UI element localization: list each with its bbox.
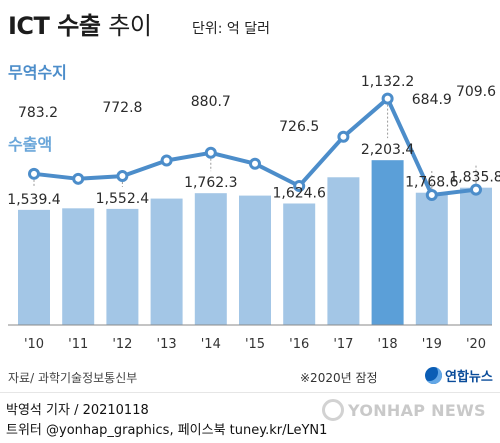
footer-divider (0, 392, 500, 393)
line-series-name: 무역수지 (8, 63, 67, 82)
line-value-label: 772.8 (102, 100, 142, 116)
bar (150, 198, 183, 325)
x-tick-label: '11 (68, 337, 88, 352)
unit-label: 단위: 억 달러 (192, 21, 271, 37)
bar (18, 209, 50, 325)
line-point (381, 92, 394, 105)
line-point (293, 180, 306, 193)
x-tick-label: '16 (289, 337, 309, 352)
x-tick-label: '14 (201, 337, 221, 352)
bar (283, 203, 316, 325)
line-value-label: 880.7 (191, 94, 231, 110)
x-tick-label: '13 (157, 337, 177, 352)
line-point (470, 183, 482, 196)
yonhap-logo: 연합뉴스 (425, 366, 493, 385)
line-value-label: 726.5 (279, 119, 319, 135)
provisional-note: ※2020년 잠정 (300, 371, 378, 385)
x-tick-label: '17 (333, 337, 353, 352)
x-tick-label: '20 (466, 337, 486, 352)
x-tick-label: '19 (422, 337, 442, 352)
line-point (72, 172, 85, 185)
chart-title-bold: ICT 수출 (8, 12, 101, 40)
x-tick-label: '15 (245, 337, 265, 352)
bar (327, 177, 360, 325)
watermark-logo-icon (322, 399, 344, 421)
yonhap-logo-text: 연합뉴스 (445, 370, 493, 385)
line-point (337, 130, 350, 143)
bar (194, 193, 227, 325)
byline: 박영석 기자 / 20210118 (6, 403, 149, 418)
bar-series-name: 수출액 (8, 135, 52, 154)
bar (460, 187, 492, 325)
line-point (249, 157, 261, 170)
chart-title-light: 추이 (108, 12, 152, 40)
watermark: YONHAP NEWS (322, 399, 486, 421)
watermark-text: YONHAP NEWS (348, 400, 486, 420)
line-point (116, 170, 129, 183)
bar (371, 160, 404, 325)
line-value-label: 783.2 (18, 105, 58, 121)
line-point (204, 146, 217, 159)
line-value-label: 709.6 (456, 84, 496, 100)
bar (415, 192, 448, 325)
x-tick-label: '12 (112, 337, 132, 352)
bar-value-label: 1,835.8 (449, 170, 500, 186)
line-point (28, 167, 40, 180)
bar-value-label: 1,624.6 (272, 185, 326, 201)
yonhap-logo-icon (425, 367, 442, 384)
bar (62, 208, 95, 325)
source-label: 자료/ 과학기술정보통신부 (8, 371, 138, 385)
line-value-label: 1,132.2 (361, 74, 414, 90)
bar (239, 195, 271, 325)
line-point (160, 154, 173, 167)
x-tick-label: '10 (24, 337, 44, 352)
bar-value-label: 2,203.4 (361, 142, 415, 158)
x-tick-label: '18 (378, 337, 398, 352)
bar-value-label: 1,539.4 (7, 192, 61, 208)
bar-value-label: 1,762.3 (184, 175, 237, 191)
chart-title: ICT 수출 추이 (8, 6, 152, 41)
bar-value-label: 1,768.6 (405, 175, 459, 191)
bar (106, 208, 139, 325)
social-credit: 트위터 @yonhap_graphics, 페이스북 tuney.kr/LeYN… (6, 423, 328, 438)
line-point (425, 189, 438, 201)
line-value-label: 684.9 (412, 92, 452, 108)
bar-value-label: 1,552.4 (96, 191, 150, 207)
